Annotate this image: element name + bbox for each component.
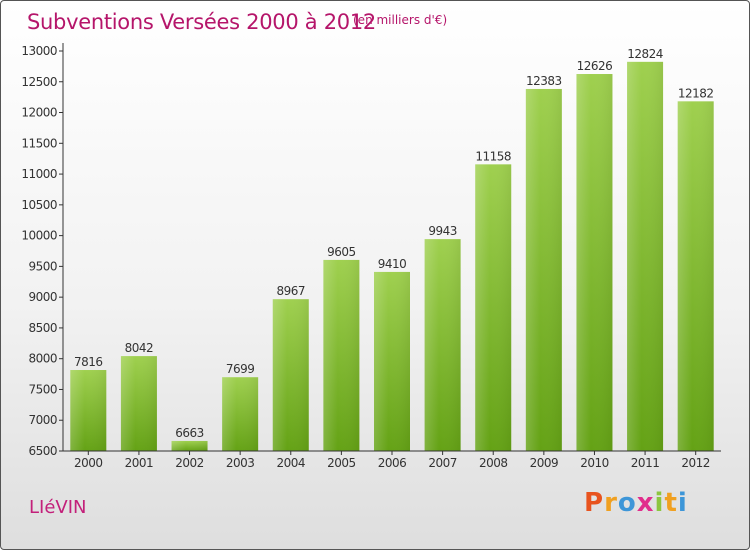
bar-shine bbox=[374, 271, 410, 451]
x-tick-label: 2011 bbox=[631, 456, 660, 470]
bar-shine bbox=[525, 88, 562, 451]
y-tick-label: 8000 bbox=[28, 352, 57, 366]
bar-value-label: 9605 bbox=[327, 245, 356, 259]
data-labels: 7816 8042 6663 7699 8967 9605 9410 9943 11158 123… bbox=[74, 47, 714, 440]
logo-letter: x bbox=[636, 488, 655, 518]
y-tick-label: 12000 bbox=[21, 106, 57, 120]
y-tick-label: 9500 bbox=[28, 259, 57, 273]
x-tick-label: 2005 bbox=[327, 456, 356, 470]
logo-letter: P bbox=[584, 488, 605, 518]
y-tick-label: 6500 bbox=[28, 444, 57, 458]
y-tick-label: 10000 bbox=[21, 229, 57, 243]
logo-letter: r bbox=[604, 488, 618, 518]
x-tick-label: 2009 bbox=[530, 456, 559, 470]
bar-value-label: 12824 bbox=[627, 47, 663, 61]
x-tick-label: 2002 bbox=[175, 456, 204, 470]
chart-subtitle: (en milliers d'€) bbox=[353, 13, 448, 27]
x-tick-label: 2000 bbox=[74, 456, 103, 470]
x-tick-label: 2010 bbox=[580, 456, 609, 470]
bar-shine bbox=[120, 356, 157, 451]
bar-shine bbox=[323, 259, 360, 451]
x-tick-label: 2004 bbox=[276, 456, 305, 470]
y-axis: 6500 7000 7500 8000 8500 9000 9500 10000 10500 11… bbox=[21, 43, 64, 458]
y-tick-label: 11000 bbox=[21, 167, 57, 181]
bar-shine bbox=[272, 299, 309, 451]
bar-value-label: 6663 bbox=[175, 426, 204, 440]
x-tick-label: 2012 bbox=[681, 456, 710, 470]
bar-value-label: 9943 bbox=[428, 224, 457, 238]
x-tick-label: 2006 bbox=[378, 456, 407, 470]
bar-shine bbox=[627, 61, 664, 451]
bar-shine bbox=[576, 74, 613, 451]
bar-shine bbox=[222, 377, 259, 451]
bar-shine bbox=[677, 101, 714, 451]
y-tick-label: 13000 bbox=[21, 44, 57, 58]
bar-shine bbox=[424, 239, 461, 451]
chart-title: Subventions Versées 2000 à 2012 bbox=[27, 10, 376, 34]
bar-value-label: 8042 bbox=[125, 341, 154, 355]
bar-value-label: 7699 bbox=[226, 362, 255, 376]
logo-letter: i bbox=[654, 488, 665, 518]
city-name: LIéVIN bbox=[29, 497, 87, 518]
x-tick-label: 2001 bbox=[125, 456, 154, 470]
y-tick-label: 7000 bbox=[28, 413, 57, 427]
x-tick-label: 2003 bbox=[226, 456, 255, 470]
proxiti-logo: Proxiti bbox=[584, 488, 688, 518]
bars bbox=[70, 61, 714, 451]
logo-letter: i bbox=[677, 488, 688, 518]
bar-value-label: 9410 bbox=[378, 257, 407, 271]
bar-value-label: 7816 bbox=[74, 355, 103, 369]
x-tick-label: 2008 bbox=[479, 456, 508, 470]
bar-value-label: 12383 bbox=[526, 74, 562, 88]
bar-shine bbox=[475, 164, 512, 451]
logo-letter: o bbox=[617, 488, 637, 518]
bar-value-label: 12626 bbox=[577, 59, 613, 73]
x-axis: 2000 2001 2002 2003 2004 2005 2006 2007 2008 2009… bbox=[59, 450, 721, 470]
x-tick-label: 2007 bbox=[428, 456, 457, 470]
y-tick-label: 7500 bbox=[28, 382, 57, 396]
y-tick-label: 11500 bbox=[21, 136, 57, 150]
bar-value-label: 8967 bbox=[276, 284, 305, 298]
bar-value-label: 11158 bbox=[475, 149, 511, 163]
bar-shine bbox=[70, 370, 107, 451]
y-tick-label: 12500 bbox=[21, 75, 57, 89]
y-tick-label: 8500 bbox=[28, 321, 57, 335]
y-tick-label: 9000 bbox=[28, 290, 57, 304]
bar-shine bbox=[171, 440, 208, 451]
logo-letter: t bbox=[664, 488, 678, 518]
y-tick-label: 10500 bbox=[21, 198, 57, 212]
bar-value-label: 12182 bbox=[678, 86, 714, 100]
